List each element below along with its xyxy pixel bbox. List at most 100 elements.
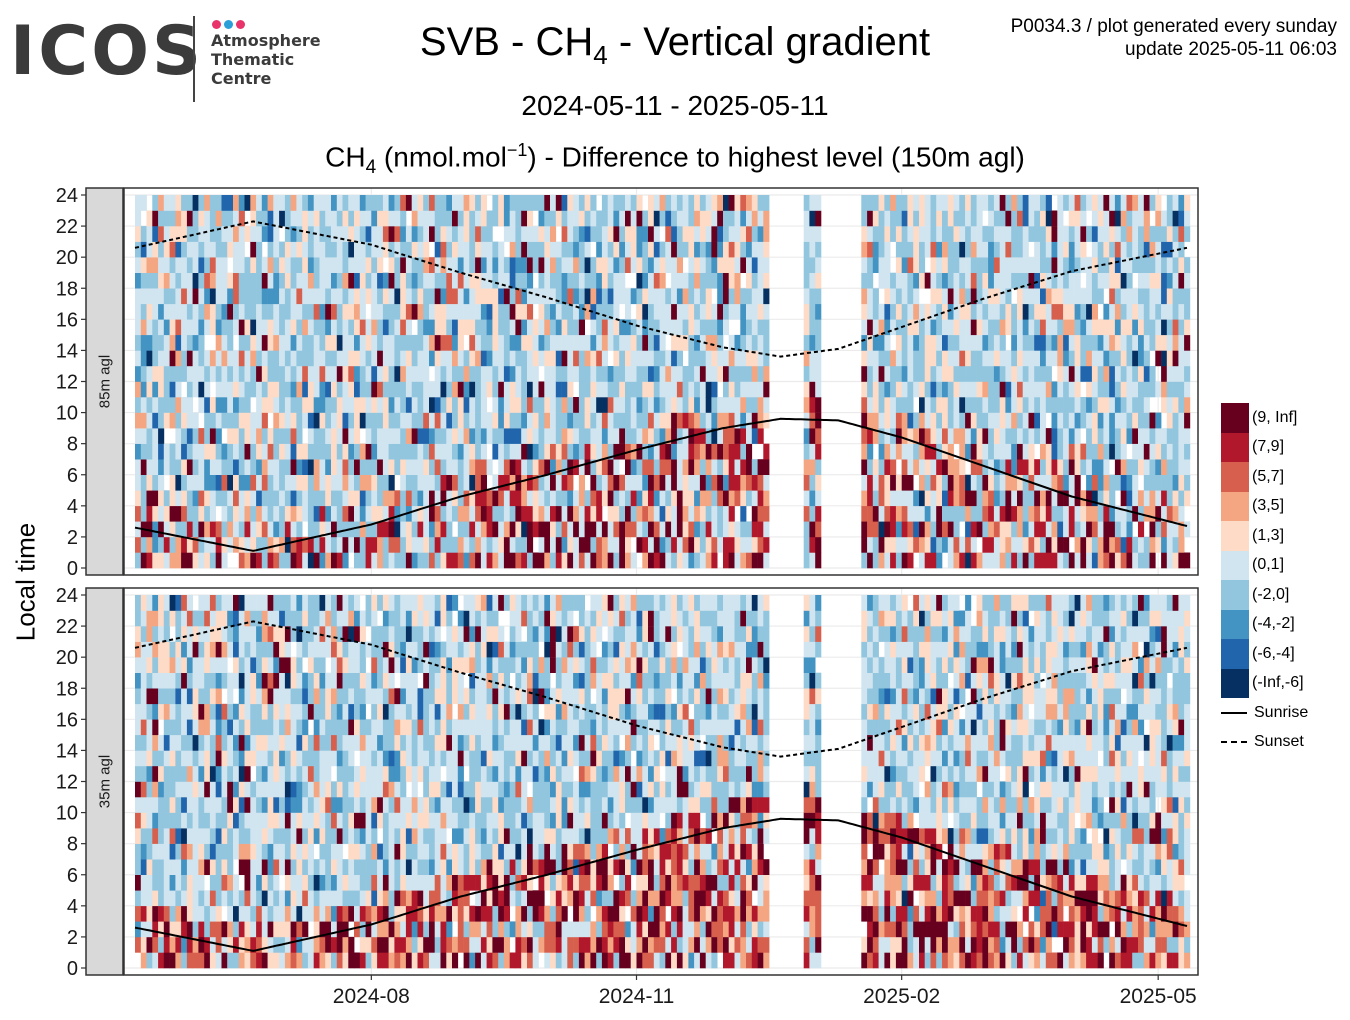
heat-cell <box>959 505 966 522</box>
heat-cell <box>1028 443 1035 460</box>
heat-cell <box>354 350 361 367</box>
heat-cell <box>319 334 326 351</box>
heat-cell <box>861 350 868 367</box>
heat-cell <box>331 595 338 611</box>
heat-cell <box>158 241 165 258</box>
heat-cell <box>331 750 338 767</box>
heat-cell <box>878 536 885 553</box>
heat-cell <box>400 226 407 242</box>
heat-cell <box>486 226 493 242</box>
heat-cell <box>267 626 274 642</box>
heat-cell <box>348 641 355 658</box>
heat-cell <box>227 781 234 798</box>
heat-cell <box>204 241 211 258</box>
heat-cell <box>186 350 193 367</box>
heat-cell <box>1028 195 1035 211</box>
heat-cell <box>480 272 487 289</box>
heat-cell <box>1143 195 1150 211</box>
heat-cell <box>152 936 159 953</box>
heat-cell <box>993 505 1000 522</box>
heat-cell <box>1034 490 1041 507</box>
heat-cell <box>953 552 960 569</box>
heat-cell <box>331 334 338 351</box>
heat-cell <box>682 428 689 444</box>
heat-cell <box>676 536 683 553</box>
heat-cell <box>1086 257 1093 273</box>
heat-cell <box>515 241 522 258</box>
heat-cell <box>296 195 303 211</box>
heat-cell <box>186 595 193 611</box>
heat-cell <box>250 936 257 953</box>
heat-cell <box>371 350 378 367</box>
heat-cell <box>273 595 280 611</box>
heat-cell <box>1011 397 1018 413</box>
heat-cell <box>711 536 718 553</box>
heat-cell <box>233 536 240 553</box>
heat-cell <box>861 272 868 289</box>
heat-cell <box>325 226 332 242</box>
heat-cell <box>550 319 557 336</box>
heat-cell <box>135 734 142 751</box>
heat-cell <box>878 381 885 398</box>
heat-cell <box>175 241 182 258</box>
heat-cell <box>256 241 263 258</box>
heat-cell <box>642 490 649 507</box>
heat-cell <box>515 381 522 398</box>
heat-cell <box>284 936 291 953</box>
heat-cell <box>152 657 159 673</box>
heat-cell <box>613 210 620 227</box>
heat-cell <box>238 641 245 658</box>
heat-cell <box>601 319 608 336</box>
heat-cell <box>215 703 222 720</box>
heat-cell <box>319 210 326 227</box>
heat-cell <box>209 626 216 642</box>
heat-cell <box>140 505 147 522</box>
heat-cell <box>348 719 355 736</box>
heat-cell <box>1040 303 1047 320</box>
heat-cell <box>815 241 822 258</box>
heat-cell <box>463 303 470 320</box>
heat-cell <box>233 381 240 398</box>
heat-cell <box>561 459 568 475</box>
heat-cell <box>1161 428 1168 444</box>
heat-cell <box>158 874 165 891</box>
heat-cell <box>688 366 695 382</box>
heat-cell <box>867 366 874 382</box>
heat-cell <box>158 505 165 522</box>
heat-cell <box>1126 350 1133 367</box>
heat-cell <box>371 288 378 305</box>
heat-cell <box>434 397 441 413</box>
heat-cell <box>192 552 199 569</box>
heat-cell <box>256 641 263 658</box>
heat-cell <box>751 381 758 398</box>
heat-cell <box>723 397 730 413</box>
heat-cell <box>325 412 332 429</box>
heat-cell <box>584 459 591 475</box>
heat-cell <box>158 781 165 798</box>
heat-cell <box>809 474 816 491</box>
heat-cell <box>325 257 332 273</box>
heat-cell <box>423 210 430 227</box>
heat-cell <box>1178 552 1185 569</box>
heat-cell <box>1166 226 1173 242</box>
heat-cell <box>976 319 983 336</box>
heat-cell <box>578 226 585 242</box>
heat-cell <box>342 226 349 242</box>
heat-cell <box>1051 459 1058 475</box>
heat-cell <box>486 521 493 538</box>
heat-cell <box>1143 226 1150 242</box>
heat-cell <box>1017 521 1024 538</box>
logo-dot-2 <box>224 20 233 29</box>
heat-cell <box>302 552 309 569</box>
heat-cell <box>999 257 1006 273</box>
heat-cell <box>642 474 649 491</box>
heat-cell <box>209 657 216 673</box>
heat-cell <box>215 334 222 351</box>
heat-cell <box>492 303 499 320</box>
heat-cell <box>307 688 314 705</box>
heat-cell <box>953 536 960 553</box>
heat-cell <box>348 610 355 627</box>
heat-cell <box>1114 366 1121 382</box>
heat-cell <box>342 288 349 305</box>
heat-cell <box>325 319 332 336</box>
